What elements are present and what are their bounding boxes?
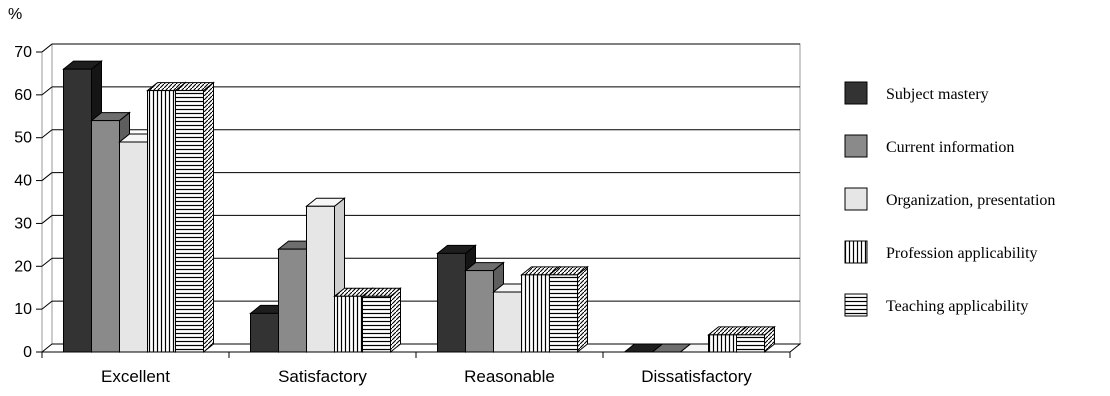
gridline-depth [42, 215, 52, 223]
x-category-label: Dissatisfactory [641, 367, 752, 386]
bar-front [550, 275, 578, 352]
gridline-depth [42, 87, 52, 95]
legend-item: Current information [845, 135, 1014, 157]
legend-label: Subject mastery [886, 86, 989, 103]
bar-front [363, 296, 391, 352]
legend-item: Subject mastery [845, 82, 989, 104]
y-tick-label: 50 [14, 130, 32, 147]
x-category-label: Satisfactory [278, 367, 367, 386]
legend-label: Profession applicability [886, 245, 1038, 262]
legend-item: Organization, presentation [845, 188, 1055, 210]
bar-front [251, 313, 279, 352]
y-tick-label: 40 [14, 173, 32, 190]
legend-swatch [845, 294, 867, 316]
bar [550, 267, 588, 352]
bar [737, 327, 775, 352]
bar-front [92, 121, 120, 352]
plot-side-wall [42, 44, 52, 352]
bar-front [120, 142, 148, 352]
legend-label: Current information [886, 139, 1014, 156]
bar-front [494, 292, 522, 352]
y-tick-label: 60 [14, 87, 32, 104]
gridline-depth [42, 130, 52, 138]
gridline-depth [42, 301, 52, 309]
bar-front [307, 206, 335, 352]
legend-swatch [845, 135, 867, 157]
bar-front [176, 91, 204, 352]
bar-front [737, 335, 765, 352]
legend-swatch [845, 241, 867, 263]
legend-item: Profession applicability [845, 241, 1038, 263]
bar-front [64, 69, 92, 352]
bar-front [522, 275, 550, 352]
bar [363, 288, 401, 352]
y-axis-label: % [8, 6, 22, 23]
legend-item: Teaching applicability [845, 294, 1028, 316]
bar-front [279, 249, 307, 352]
bar-side [578, 267, 588, 352]
y-tick-label: 0 [23, 344, 32, 361]
bar-front [466, 271, 494, 352]
bar-front [438, 253, 466, 352]
x-category-label: Excellent [101, 367, 170, 386]
legend-label: Organization, presentation [886, 192, 1055, 209]
bar-front [335, 296, 363, 352]
legend-swatch [845, 188, 867, 210]
x-category-label: Reasonable [464, 367, 555, 386]
gridline-depth [42, 44, 52, 52]
gridline-depth [42, 173, 52, 181]
bar-front [148, 91, 176, 352]
legend-label: Teaching applicability [886, 298, 1028, 315]
y-tick-label: 10 [14, 301, 32, 318]
legend-swatch [845, 82, 867, 104]
bar-side [204, 83, 214, 352]
y-tick-label: 20 [14, 258, 32, 275]
bar-front [709, 335, 737, 352]
bar [176, 83, 214, 352]
y-tick-label: 70 [14, 44, 32, 61]
y-tick-label: 30 [14, 215, 32, 232]
bar-side [391, 288, 401, 352]
gridline-depth [42, 258, 52, 266]
